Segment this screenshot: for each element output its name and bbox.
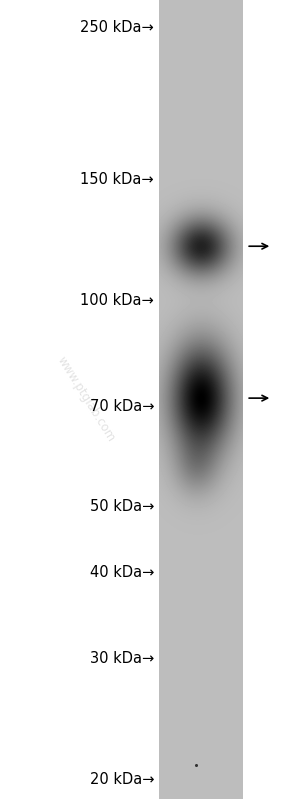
Text: 250 kDa→: 250 kDa→ <box>80 21 154 35</box>
Text: www.ptglab.com: www.ptglab.com <box>55 355 118 444</box>
Text: 40 kDa→: 40 kDa→ <box>90 566 154 580</box>
Text: 30 kDa→: 30 kDa→ <box>90 651 154 666</box>
Text: 50 kDa→: 50 kDa→ <box>90 499 154 514</box>
Text: 20 kDa→: 20 kDa→ <box>90 772 154 786</box>
Text: 100 kDa→: 100 kDa→ <box>80 293 154 308</box>
Text: 70 kDa→: 70 kDa→ <box>90 399 154 414</box>
Text: 150 kDa→: 150 kDa→ <box>80 173 154 188</box>
